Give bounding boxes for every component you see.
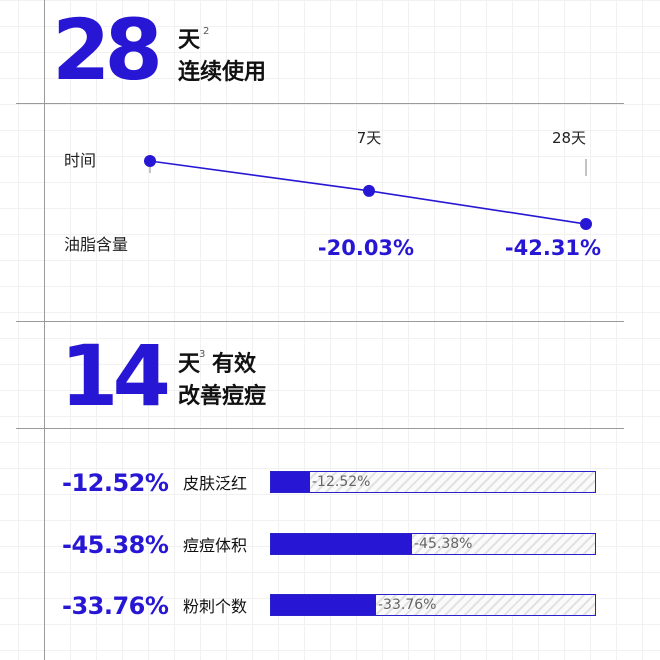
divider-2 bbox=[16, 321, 624, 322]
footnote-marker: 2 bbox=[203, 26, 210, 37]
bar-value-label: -45.38% bbox=[414, 536, 473, 552]
timeline-day-label: 7天 bbox=[356, 129, 382, 147]
bar-track: -45.38% bbox=[270, 533, 596, 555]
timeline-value-label: -42.31% bbox=[504, 236, 602, 260]
bar-track: -12.52% bbox=[270, 471, 596, 493]
timeline-time-label: 时间 bbox=[64, 151, 97, 170]
effective-label: 有效 bbox=[212, 352, 257, 377]
footnote-marker: 3 bbox=[199, 349, 206, 360]
bar-fill bbox=[271, 472, 310, 492]
timeline-day-label: 28天 bbox=[551, 129, 587, 147]
bar-category-label: 痘痘体积 bbox=[183, 536, 248, 555]
bar-value-label: -33.76% bbox=[378, 597, 437, 613]
timeline-oil-label: 油脂含量 bbox=[64, 235, 129, 254]
days-number-14: 14 bbox=[60, 327, 171, 425]
days-unit: 天 bbox=[178, 352, 201, 377]
section2-subtitle: 改善痘痘 bbox=[178, 384, 267, 409]
bar-percent-label: -33.76% bbox=[62, 592, 169, 620]
divider-1 bbox=[16, 103, 624, 104]
days-number-28: 28 bbox=[52, 1, 163, 99]
bar-category-label: 粉刺个数 bbox=[183, 597, 248, 616]
days-unit: 天 bbox=[178, 28, 201, 53]
timeline-point bbox=[580, 218, 592, 231]
divider-3 bbox=[16, 428, 624, 429]
bar-percent-label: -45.38% bbox=[62, 531, 169, 559]
left-vertical-divider bbox=[44, 0, 45, 660]
section1-subtitle: 连续使用 bbox=[178, 60, 267, 85]
bar-percent-label: -12.52% bbox=[62, 469, 169, 497]
bar-fill bbox=[271, 595, 376, 615]
bar-fill bbox=[271, 534, 412, 554]
timeline-point bbox=[363, 184, 375, 197]
timeline-value-label: -20.03% bbox=[317, 236, 415, 260]
bar-track: -33.76% bbox=[270, 594, 596, 616]
bar-value-label: -12.52% bbox=[312, 474, 371, 490]
timeline-point bbox=[144, 155, 156, 167]
bar-category-label: 皮肤泛红 bbox=[183, 474, 248, 493]
